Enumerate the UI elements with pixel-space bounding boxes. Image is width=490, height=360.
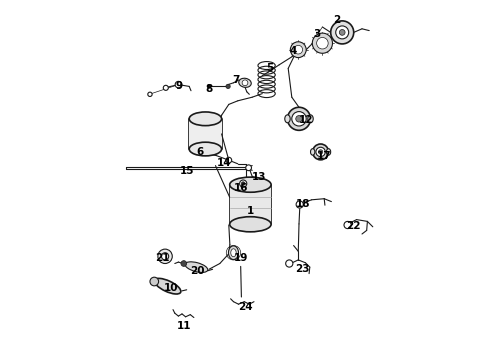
- Ellipse shape: [308, 115, 313, 123]
- Circle shape: [207, 85, 211, 88]
- Circle shape: [296, 201, 303, 208]
- Text: 13: 13: [252, 172, 267, 182]
- Circle shape: [292, 112, 306, 126]
- Text: 19: 19: [234, 253, 248, 263]
- Text: 22: 22: [346, 221, 360, 231]
- Text: 14: 14: [217, 158, 231, 168]
- Text: 24: 24: [238, 302, 252, 312]
- Ellipse shape: [311, 149, 315, 155]
- Circle shape: [242, 80, 248, 86]
- Text: 4: 4: [290, 46, 297, 56]
- Circle shape: [336, 26, 349, 39]
- Text: 10: 10: [164, 283, 178, 293]
- Circle shape: [150, 277, 159, 286]
- Text: 18: 18: [295, 199, 310, 210]
- Ellipse shape: [239, 78, 251, 87]
- Circle shape: [318, 150, 323, 154]
- Circle shape: [291, 42, 306, 58]
- Ellipse shape: [185, 262, 208, 273]
- Circle shape: [312, 33, 333, 53]
- Text: 15: 15: [180, 166, 195, 176]
- Text: 8: 8: [205, 84, 213, 94]
- Text: 2: 2: [333, 15, 341, 25]
- Polygon shape: [230, 185, 271, 224]
- Ellipse shape: [189, 142, 221, 156]
- Text: 17: 17: [317, 151, 332, 161]
- Ellipse shape: [231, 249, 236, 257]
- Text: 9: 9: [175, 81, 182, 91]
- Polygon shape: [189, 119, 221, 149]
- Circle shape: [313, 144, 328, 160]
- Circle shape: [163, 85, 169, 90]
- Ellipse shape: [230, 177, 271, 192]
- Circle shape: [226, 84, 230, 89]
- Ellipse shape: [326, 149, 331, 155]
- Text: 6: 6: [196, 147, 204, 157]
- Circle shape: [296, 116, 302, 122]
- Circle shape: [344, 221, 351, 229]
- Text: 23: 23: [295, 264, 310, 274]
- Ellipse shape: [228, 246, 239, 260]
- Text: 5: 5: [267, 63, 274, 73]
- Text: 12: 12: [299, 114, 314, 125]
- Circle shape: [226, 157, 232, 163]
- Text: 1: 1: [247, 206, 254, 216]
- Circle shape: [181, 261, 187, 266]
- Circle shape: [316, 147, 325, 157]
- Circle shape: [240, 180, 247, 187]
- Ellipse shape: [189, 112, 221, 126]
- Circle shape: [148, 92, 152, 96]
- Text: 3: 3: [314, 29, 320, 39]
- Circle shape: [288, 107, 311, 130]
- Circle shape: [158, 249, 172, 264]
- Text: 7: 7: [232, 75, 240, 85]
- Circle shape: [162, 253, 169, 260]
- Circle shape: [317, 37, 328, 49]
- Ellipse shape: [230, 217, 271, 232]
- Circle shape: [339, 30, 345, 35]
- Circle shape: [294, 45, 303, 54]
- Ellipse shape: [285, 115, 290, 123]
- Circle shape: [331, 21, 354, 44]
- Text: 21: 21: [155, 253, 170, 264]
- Text: 20: 20: [190, 266, 205, 276]
- Circle shape: [175, 81, 182, 88]
- Circle shape: [242, 182, 245, 185]
- Circle shape: [286, 260, 293, 267]
- Circle shape: [245, 165, 251, 171]
- Text: 11: 11: [176, 321, 191, 331]
- Text: 16: 16: [234, 183, 248, 193]
- Ellipse shape: [154, 278, 181, 294]
